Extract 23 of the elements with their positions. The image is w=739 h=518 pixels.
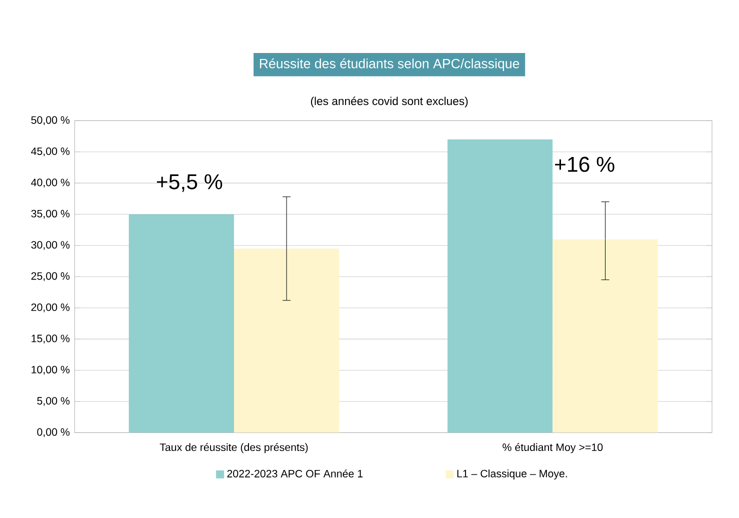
bar [448, 139, 553, 433]
y-tick-label: 35,00 % [31, 210, 70, 219]
legend-label: L1 – Classique – Moye. [457, 470, 567, 480]
y-tick-label: 45,00 % [31, 147, 70, 156]
legend-label: 2022-2023 APC OF Année 1 [227, 469, 363, 478]
chart-title: Réussite des étudiants selon APC/classique [260, 58, 520, 71]
y-tick-label: 0,00 % [37, 428, 70, 438]
y-tick-label: 25,00 % [31, 272, 70, 282]
y-tick-label: 40,00 % [31, 178, 70, 188]
y-tick-label: 5,00 % [37, 397, 70, 406]
y-tick-label: 10,00 % [32, 366, 70, 375]
y-tick-label: 15,00 % [32, 334, 70, 344]
x-tick-label: Taux de réussite (des présents) [160, 443, 308, 454]
bar [552, 239, 658, 433]
bar [128, 214, 234, 433]
annotation: +5,5 % [156, 174, 222, 192]
bar [234, 248, 340, 433]
y-tick-label: 50,00 % [31, 116, 70, 126]
y-tick-label: 20,00 % [31, 303, 70, 312]
y-tick-label: 30,00 % [31, 241, 70, 250]
x-tick-label: % étudiant Moy >=10 [502, 443, 603, 454]
annotation: +16 % [555, 156, 614, 172]
chart-subtitle: (les années covid sont exclues) [310, 96, 468, 108]
